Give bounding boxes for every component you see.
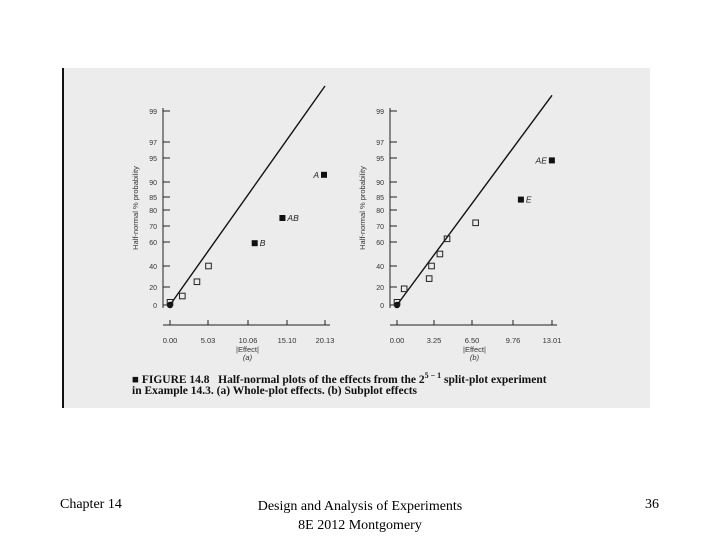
y-tick-label: 90	[376, 180, 384, 187]
y-axis-label: Half-normal % probability	[358, 166, 367, 250]
fitted-line	[169, 85, 326, 306]
x-tick-label: 5.03	[201, 336, 216, 345]
figure-label: ■ FIGURE 14.8	[132, 373, 210, 386]
data-point-significant	[279, 215, 286, 221]
y-tick-label: 99	[376, 109, 384, 116]
y-tick-label: 85	[376, 195, 384, 202]
y-tick-label: 99	[149, 109, 157, 116]
data-point	[179, 292, 186, 300]
data-point	[400, 285, 408, 293]
y-tick-label: 0	[380, 303, 384, 310]
y-tick-label: 97	[376, 140, 384, 147]
footer-title: Design and Analysis of Experiments 8E 20…	[200, 497, 520, 535]
chart-panel-b: 0 20 40 60 70 80 85 90 95 97 99 Half-normal % proba…	[358, 94, 562, 362]
data-point	[428, 262, 435, 270]
x-tick-label: 0.00	[390, 336, 405, 345]
y-tick-label: 97	[149, 140, 157, 147]
y-tick-label: 70	[376, 224, 384, 231]
y-tick-label: 20	[149, 285, 157, 292]
data-point	[472, 219, 479, 227]
x-tick-label: 10.06	[239, 336, 258, 345]
y-tick-label: 60	[376, 240, 384, 247]
data-point	[166, 299, 174, 306]
caption-text-end: split-plot experiment	[441, 373, 547, 386]
data-point	[425, 275, 433, 282]
y-tick-label: 20	[376, 285, 384, 292]
figure-caption-line2: in Example 14.3. (a) Whole-plot effects.…	[132, 385, 418, 397]
caption-superscript: 5 − 1	[424, 371, 442, 380]
y-tick-label: 85	[149, 195, 157, 202]
point-label: A	[312, 170, 319, 180]
panel-label: (b)	[470, 353, 480, 362]
data-point-significant	[517, 196, 524, 203]
figure-panel	[62, 68, 650, 408]
x-tick-label: 6.50	[465, 336, 480, 345]
footer-title-line1: Design and Analysis of Experiments	[257, 499, 463, 514]
x-axis-label: |Effect|	[236, 345, 259, 354]
data-point	[443, 235, 451, 243]
point-label: AB	[286, 213, 299, 223]
x-tick-label: 15.10	[278, 336, 297, 345]
x-tick-label: 20.13	[316, 336, 335, 345]
data-point-significant	[320, 171, 327, 178]
chart-panel-a: 0 20 40 60 70 80 85 90 95 97 99 Half-normal % proba…	[131, 85, 335, 362]
y-tick-label: 80	[149, 208, 157, 215]
caption-text: Half-normal plots of the effects from th…	[218, 373, 425, 386]
y-tick-label: 40	[149, 264, 157, 271]
y-tick-label: 60	[149, 240, 157, 247]
point-label: B	[260, 238, 266, 248]
data-point	[205, 262, 212, 270]
footer-page-number: 36	[645, 497, 659, 512]
footer-chapter: Chapter 14	[60, 497, 122, 512]
y-tick-label: 70	[149, 224, 157, 231]
data-point-significant	[548, 157, 555, 164]
x-tick-label: 3.25	[427, 336, 442, 345]
y-tick-label: 95	[149, 156, 157, 163]
point-label: E	[526, 195, 532, 205]
footer-title-line2: 8E 2012 Montgomery	[298, 518, 422, 533]
data-point	[193, 278, 201, 286]
y-tick-label: 80	[376, 208, 384, 215]
point-label: AE	[535, 155, 548, 165]
y-tick-label: 40	[376, 264, 384, 271]
panel-label: (a)	[243, 353, 253, 362]
y-tick-label: 90	[149, 180, 157, 187]
figure-caption-line1: ■ FIGURE 14.8 Half-normal plots of the e…	[132, 371, 547, 386]
fitted-line	[396, 94, 553, 306]
y-axis-label: Half-normal % probability	[131, 166, 140, 250]
figure-left-rule	[62, 68, 64, 408]
data-point	[393, 299, 401, 306]
x-axis-label: |Effect|	[463, 345, 486, 354]
x-tick-label: 0.00	[163, 336, 178, 345]
x-tick-label: 9.76	[506, 336, 521, 345]
data-point-significant	[251, 240, 258, 247]
data-point	[436, 250, 444, 258]
y-tick-label: 95	[376, 156, 384, 163]
x-tick-label: 13.01	[543, 336, 562, 345]
y-tick-label: 0	[153, 303, 157, 310]
